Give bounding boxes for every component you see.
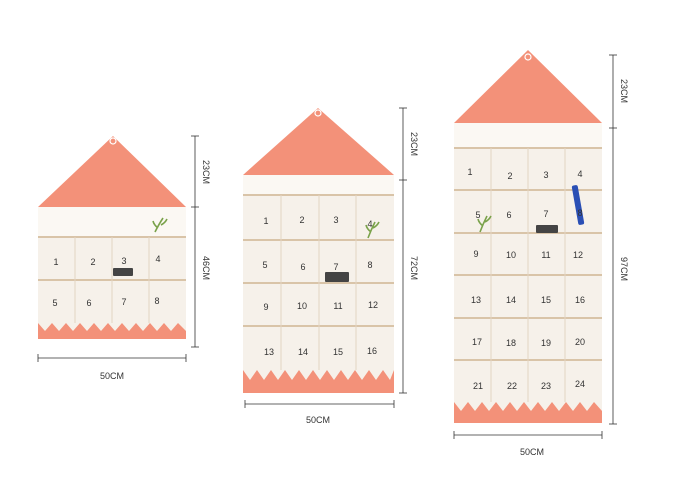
pocket-label: 20 bbox=[575, 337, 585, 347]
pocket-label: 17 bbox=[472, 337, 482, 347]
pocket-label: 22 bbox=[507, 381, 517, 391]
organizer-medium: 1 2 3 4 5 6 7 8 9 10 11 12 13 14 15 16 2… bbox=[243, 107, 419, 425]
pocket-label: 10 bbox=[297, 301, 307, 311]
hanging-hole-small bbox=[109, 137, 117, 145]
phone-large bbox=[536, 225, 558, 233]
roof-large bbox=[454, 50, 602, 123]
roof-medium bbox=[243, 108, 394, 175]
pocket-label: 6 bbox=[506, 210, 511, 220]
width-label-large: 50CM bbox=[520, 447, 544, 457]
phone-medium bbox=[325, 272, 349, 282]
pocket-label: 4 bbox=[367, 219, 372, 229]
pocket-label: 18 bbox=[506, 338, 516, 348]
pocket-label: 14 bbox=[506, 295, 516, 305]
pocket-label: 15 bbox=[333, 347, 343, 357]
width-label-medium: 50CM bbox=[306, 415, 330, 425]
pocket-label: 21 bbox=[473, 381, 483, 391]
dimension-lines-small bbox=[37, 135, 199, 362]
pocket-label: 13 bbox=[471, 295, 481, 305]
pocket-label: 3 bbox=[333, 215, 338, 225]
pocket-label: 6 bbox=[86, 298, 91, 308]
organizer-small: 1 2 3 4 5 6 7 8 23CM 46CM 50CM bbox=[37, 135, 211, 381]
height-body-label-small: 46CM bbox=[201, 256, 211, 280]
phone-small bbox=[113, 268, 133, 276]
roof-small bbox=[38, 136, 186, 207]
pocket-label: 7 bbox=[543, 209, 548, 219]
pocket-label: 8 bbox=[577, 208, 582, 218]
pocket-label: 9 bbox=[263, 302, 268, 312]
pocket-label: 10 bbox=[506, 250, 516, 260]
pocket-label: 11 bbox=[333, 301, 342, 311]
pocket-label: 8 bbox=[154, 296, 159, 306]
pocket-label: 7 bbox=[333, 262, 338, 272]
pocket-label: 5 bbox=[52, 298, 57, 308]
pocket-label: 16 bbox=[575, 295, 585, 305]
pocket-label: 12 bbox=[368, 300, 378, 310]
pocket-label: 14 bbox=[298, 347, 308, 357]
marker-pen bbox=[571, 185, 585, 225]
pocket-label: 1 bbox=[53, 257, 58, 267]
pocket-label: 11 bbox=[541, 250, 550, 260]
organizer-large: 1 2 3 4 5 6 7 8 9 10 11 12 13 14 15 16 1… bbox=[453, 50, 629, 457]
pocket-label: 3 bbox=[121, 256, 126, 266]
pocket-label: 19 bbox=[541, 338, 551, 348]
pocket-label: 2 bbox=[507, 171, 512, 181]
dimension-lines-medium bbox=[244, 107, 407, 408]
height-body-label-large: 97CM bbox=[619, 257, 629, 281]
dimension-lines-large bbox=[453, 54, 617, 439]
pocket-label: 4 bbox=[577, 169, 582, 179]
pocket-label: 23 bbox=[541, 381, 551, 391]
pocket-label: 2 bbox=[299, 215, 304, 225]
pocket-label: 1 bbox=[467, 167, 472, 177]
leaf-decoration bbox=[365, 221, 380, 239]
height-top-label-medium: 23CM bbox=[409, 132, 419, 156]
pocket-label: 24 bbox=[575, 379, 585, 389]
leaf-decoration bbox=[152, 217, 168, 233]
pocket-label: 13 bbox=[264, 347, 274, 357]
height-body-label-medium: 72CM bbox=[409, 256, 419, 280]
pocket-label: 2 bbox=[90, 257, 95, 267]
height-top-label-large: 23CM bbox=[619, 79, 629, 103]
pocket-label: 5 bbox=[475, 210, 480, 220]
pocket-label: 7 bbox=[121, 297, 126, 307]
pocket-label: 4 bbox=[155, 254, 160, 264]
pocket-label: 6 bbox=[300, 262, 305, 272]
hanging-hole-large bbox=[524, 53, 532, 61]
hanging-hole-medium bbox=[314, 109, 322, 117]
width-label-small: 50CM bbox=[100, 371, 124, 381]
pocket-label: 1 bbox=[263, 216, 268, 226]
height-top-label-small: 23CM bbox=[201, 160, 211, 184]
pocket-label: 12 bbox=[573, 250, 583, 260]
pocket-label: 5 bbox=[262, 260, 267, 270]
pocket-label: 15 bbox=[541, 295, 551, 305]
pocket-label: 8 bbox=[367, 260, 372, 270]
pocket-label: 3 bbox=[543, 170, 548, 180]
pocket-label: 16 bbox=[367, 346, 377, 356]
leaf-decoration bbox=[477, 215, 492, 233]
pocket-label: 9 bbox=[473, 249, 478, 259]
